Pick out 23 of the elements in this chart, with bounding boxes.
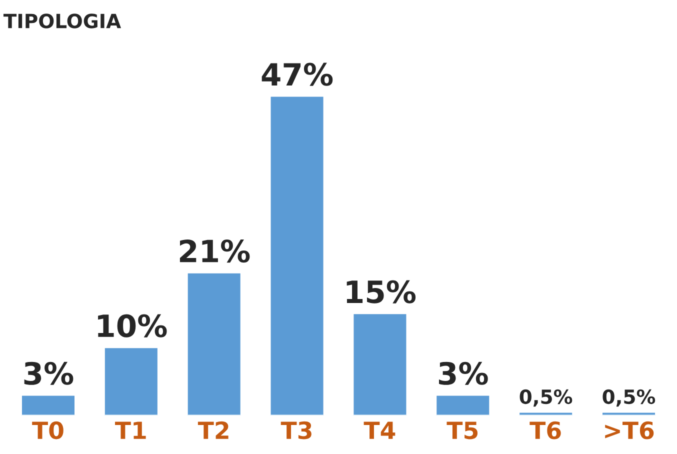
- data-label: 3%: [439, 362, 488, 385]
- bar: [104, 346, 159, 416]
- bar: [186, 272, 242, 416]
- data-label: 10%: [98, 314, 167, 338]
- chart-title: TIPOLOGIA: [3, 14, 122, 28]
- data-label: 0,5%: [520, 389, 572, 407]
- x-tick-label: >T6: [605, 421, 654, 440]
- x-tick-label: T0: [32, 421, 64, 440]
- data-label: 21%: [180, 239, 250, 263]
- x-tick-label: T4: [364, 422, 396, 439]
- bar: [269, 95, 325, 416]
- data-label: 47%: [262, 62, 333, 86]
- x-tick-label: T6: [530, 421, 561, 440]
- data-label: 0,5%: [602, 389, 656, 407]
- x-tick-label: T5: [446, 422, 478, 440]
- bar: [435, 394, 491, 416]
- bar: [352, 312, 408, 416]
- bar: [20, 394, 76, 416]
- data-label: 3%: [24, 362, 74, 385]
- data-label: 15%: [346, 280, 416, 304]
- x-tick-label: T2: [198, 421, 228, 439]
- x-tick-label: T3: [280, 421, 312, 440]
- x-tick-label: T1: [115, 422, 146, 439]
